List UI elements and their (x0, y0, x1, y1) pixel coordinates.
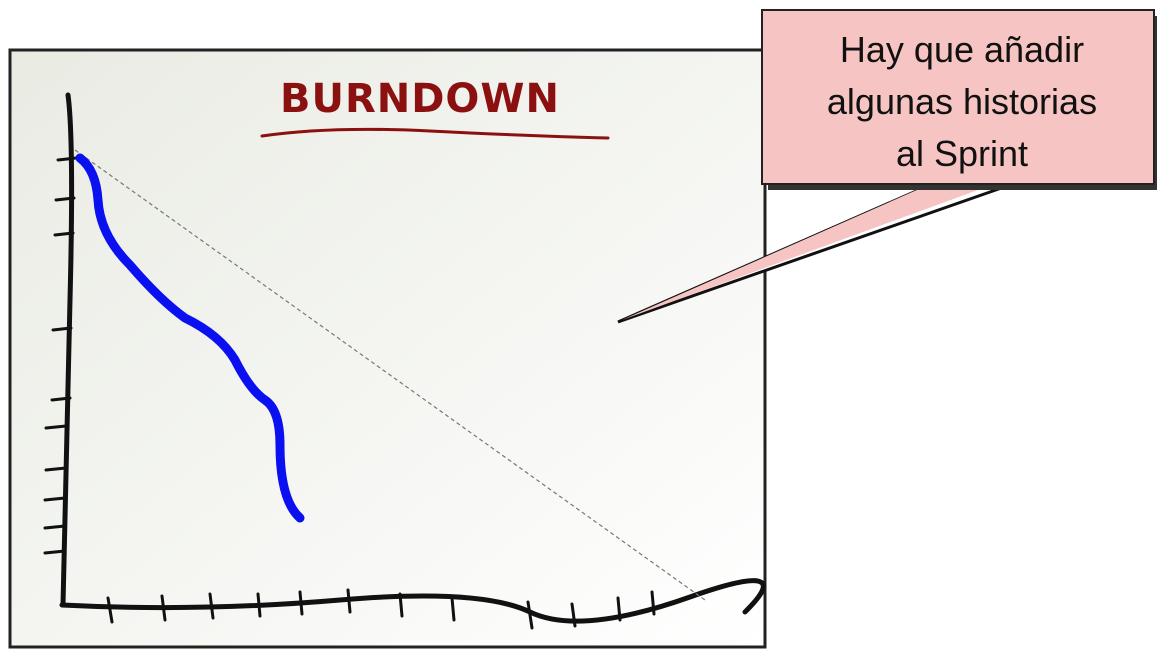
y-ticks (43, 156, 78, 555)
title-underline (260, 127, 610, 140)
y-axis (60, 92, 75, 608)
callout-line: algunas historias (827, 81, 1097, 122)
callout-box (761, 9, 1155, 185)
x-axis (59, 578, 766, 624)
callout-line: al Sprint (896, 133, 1028, 174)
burndown-line (75, 153, 305, 523)
callout-pointer (622, 182, 1000, 320)
x-ticks (106, 588, 656, 630)
callout-line: Hay que añadir (840, 29, 1084, 70)
ideal-line (74, 149, 706, 601)
board (8, 48, 767, 649)
chart-title: BURNDOWN (280, 76, 560, 122)
